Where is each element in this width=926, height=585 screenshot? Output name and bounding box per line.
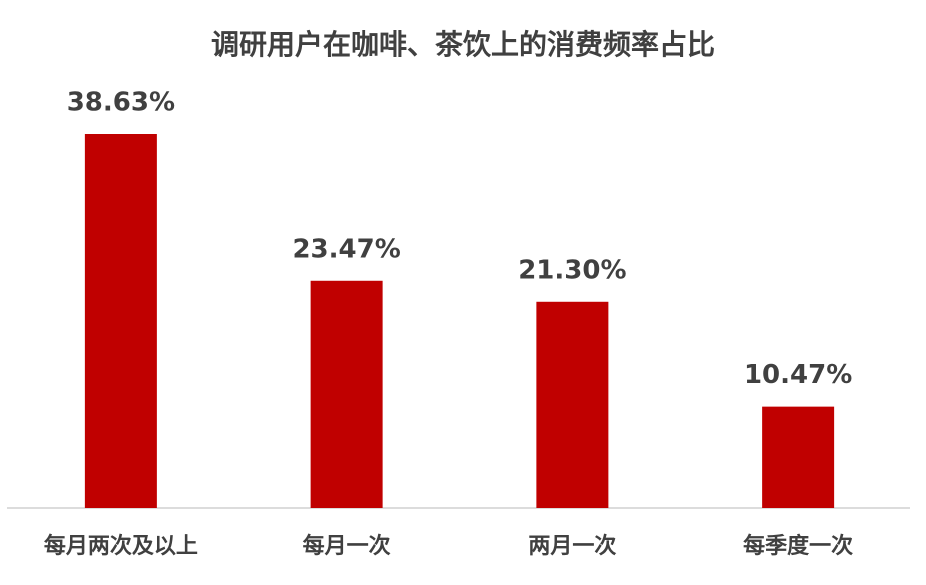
data-label: 38.63%	[67, 88, 175, 118]
bar	[84, 134, 157, 508]
chart-title: 调研用户在咖啡、茶饮上的消费频率占比	[211, 28, 715, 61]
x-tick-label: 每月两次及以上	[44, 533, 198, 559]
x-tick-label: 每季度一次	[743, 533, 853, 559]
data-label: 10.47%	[744, 360, 852, 390]
data-label: 23.47%	[292, 234, 400, 264]
bar	[536, 301, 609, 508]
x-tick-label: 两月一次	[528, 533, 616, 559]
data-label: 21.30%	[518, 255, 626, 285]
bar	[762, 406, 835, 508]
x-tick-label: 每月一次	[303, 533, 391, 559]
bar	[310, 280, 383, 508]
